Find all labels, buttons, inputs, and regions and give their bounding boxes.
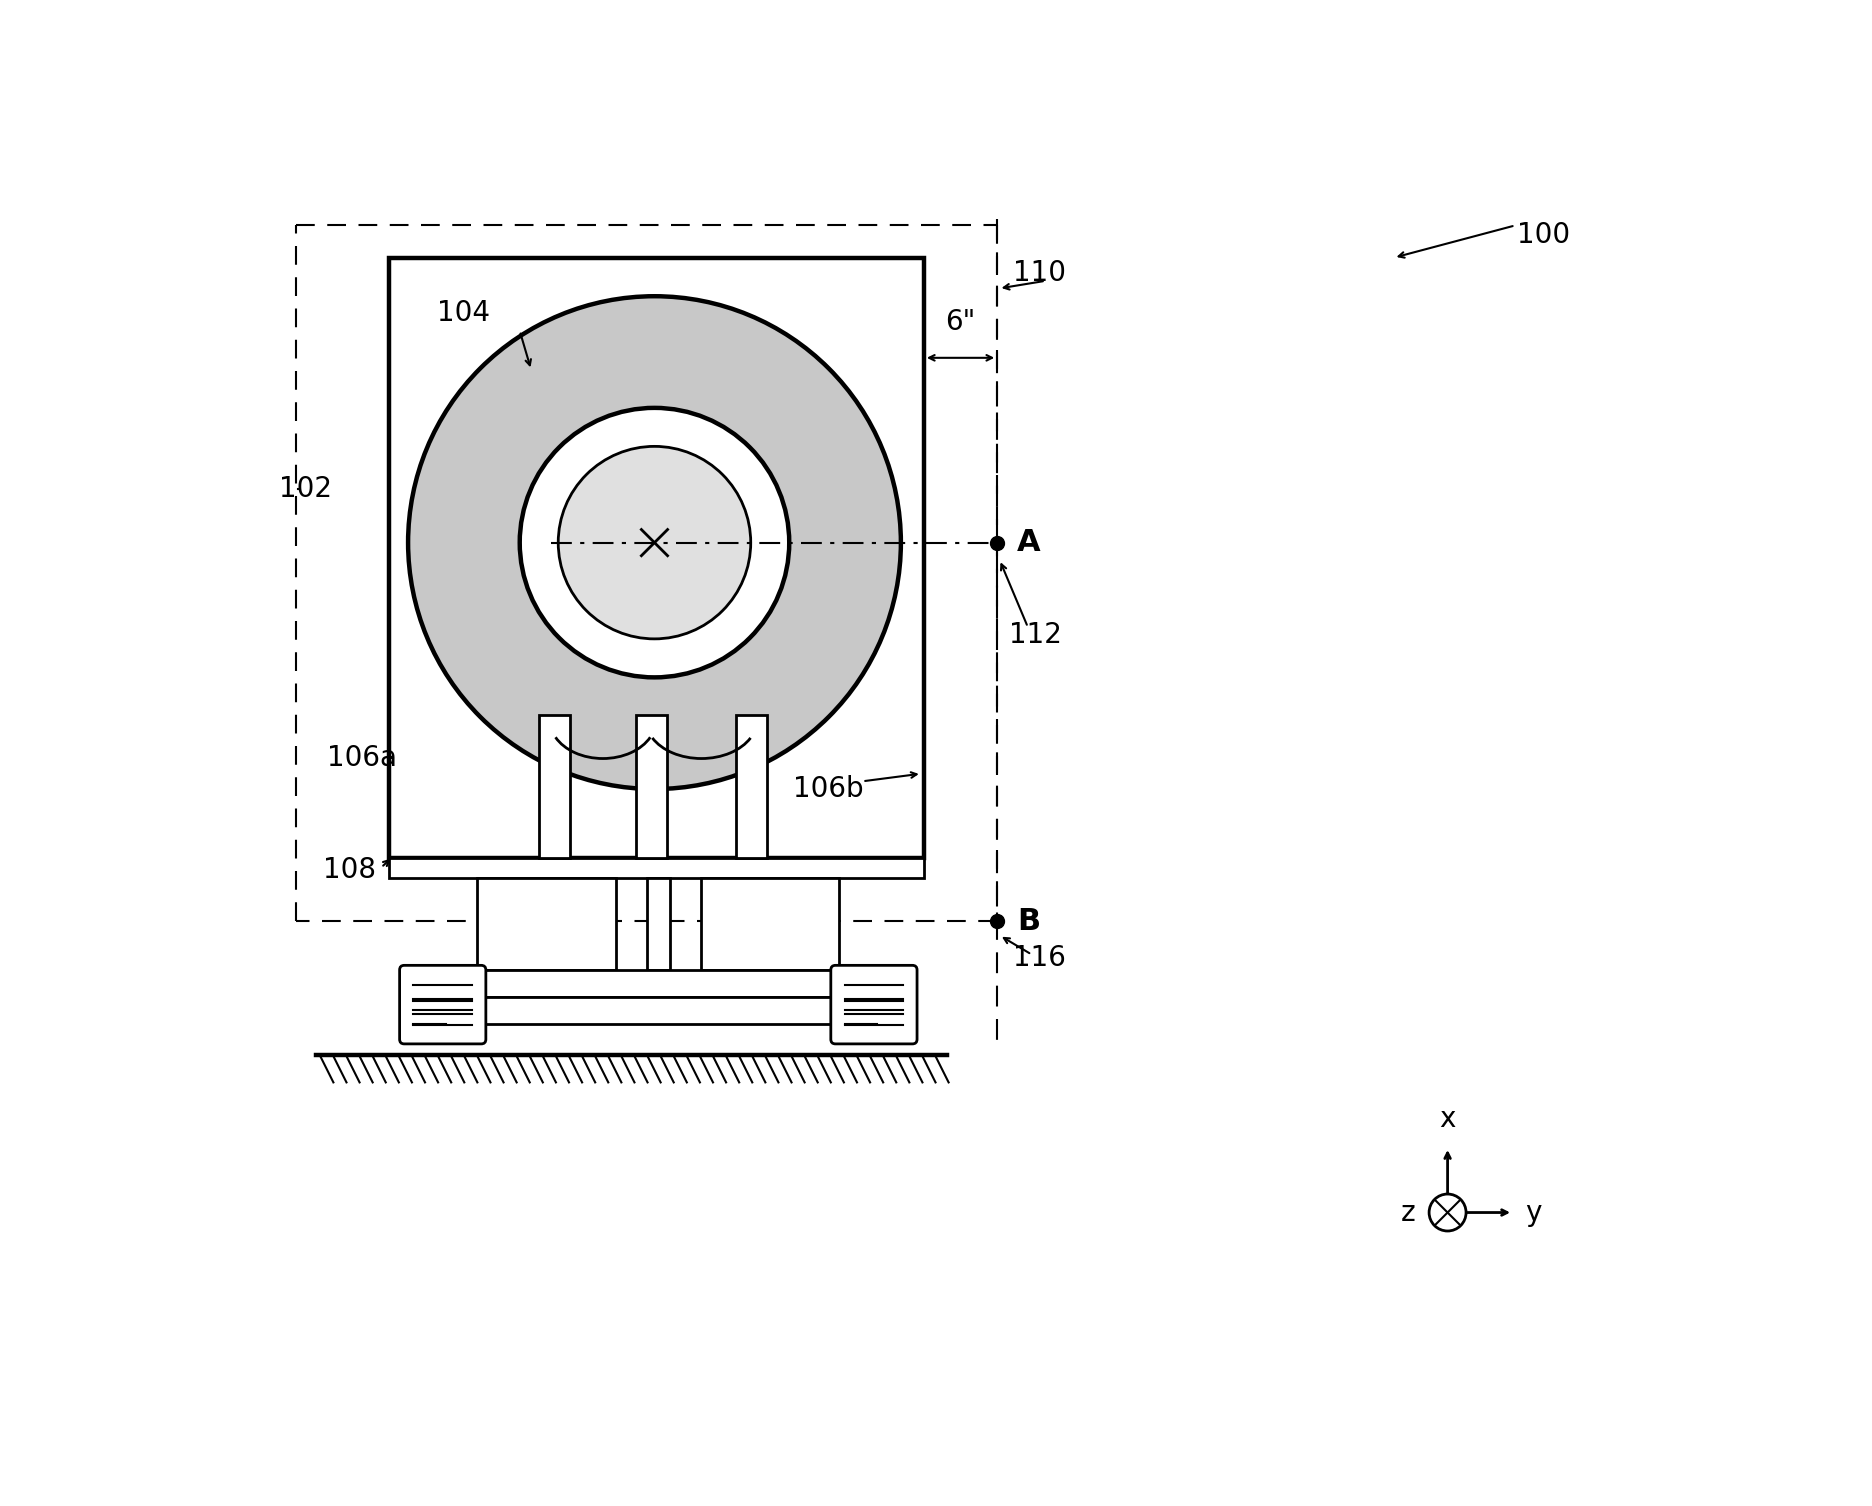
Bar	[736, 715, 768, 858]
Text: 102: 102	[279, 474, 331, 503]
Bar	[636, 715, 666, 858]
Bar	[389, 858, 925, 878]
Text: 104: 104	[438, 300, 490, 327]
Bar	[700, 878, 839, 970]
Bar	[477, 878, 616, 970]
Circle shape	[408, 297, 900, 789]
Circle shape	[558, 446, 751, 639]
Text: 114: 114	[612, 575, 666, 602]
FancyBboxPatch shape	[399, 965, 487, 1044]
FancyBboxPatch shape	[831, 965, 917, 1044]
Bar	[477, 970, 839, 997]
Text: y: y	[1526, 1199, 1543, 1226]
Text: 110: 110	[1013, 259, 1065, 288]
Text: x: x	[1440, 1105, 1456, 1133]
Text: B: B	[1016, 907, 1041, 935]
Bar	[539, 715, 569, 858]
Text: A: A	[1016, 529, 1041, 557]
Text: 100: 100	[1516, 221, 1571, 248]
Bar	[648, 878, 670, 970]
Bar	[477, 997, 839, 1024]
Text: 112: 112	[1009, 620, 1061, 649]
Text: 106a: 106a	[328, 744, 397, 773]
Text: 6": 6"	[945, 309, 975, 336]
Text: 106b: 106b	[794, 776, 863, 803]
Text: 108: 108	[324, 855, 376, 884]
Text: z: z	[1400, 1199, 1415, 1226]
Bar	[389, 258, 925, 858]
Text: 116: 116	[1013, 944, 1065, 973]
Circle shape	[1428, 1194, 1466, 1230]
Circle shape	[520, 408, 790, 678]
